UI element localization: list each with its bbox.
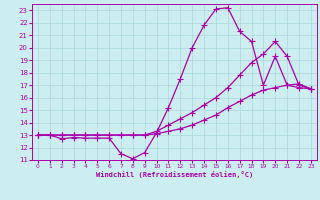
X-axis label: Windchill (Refroidissement éolien,°C): Windchill (Refroidissement éolien,°C) <box>96 171 253 178</box>
